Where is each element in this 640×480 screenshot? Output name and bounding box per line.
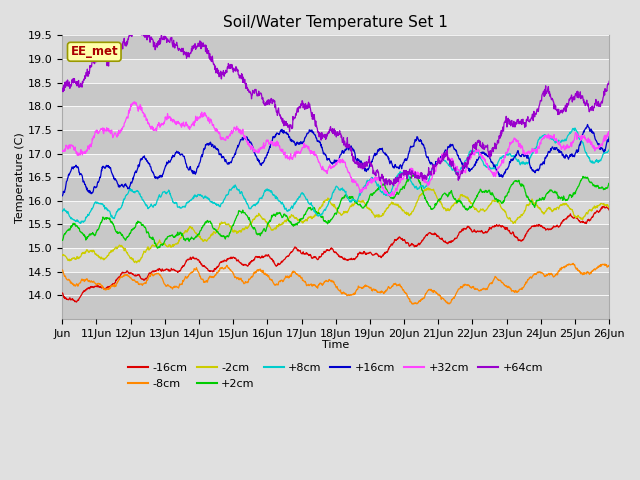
Bar — [62, 225, 609, 248]
Legend: -16cm, -8cm, -2cm, +2cm, +8cm, +16cm, +32cm, +64cm: -16cm, -8cm, -2cm, +2cm, +8cm, +16cm, +3… — [124, 359, 547, 393]
Bar — [62, 201, 609, 225]
Title: Soil/Water Temperature Set 1: Soil/Water Temperature Set 1 — [223, 15, 448, 30]
Bar — [62, 130, 609, 154]
Bar — [62, 83, 609, 106]
Y-axis label: Temperature (C): Temperature (C) — [15, 132, 25, 223]
Bar — [62, 154, 609, 177]
Bar — [62, 59, 609, 83]
Bar — [62, 272, 609, 295]
X-axis label: Time: Time — [322, 340, 349, 350]
Bar — [62, 177, 609, 201]
Bar — [62, 106, 609, 130]
Bar — [62, 248, 609, 272]
Bar — [62, 36, 609, 59]
Text: EE_met: EE_met — [70, 45, 118, 58]
